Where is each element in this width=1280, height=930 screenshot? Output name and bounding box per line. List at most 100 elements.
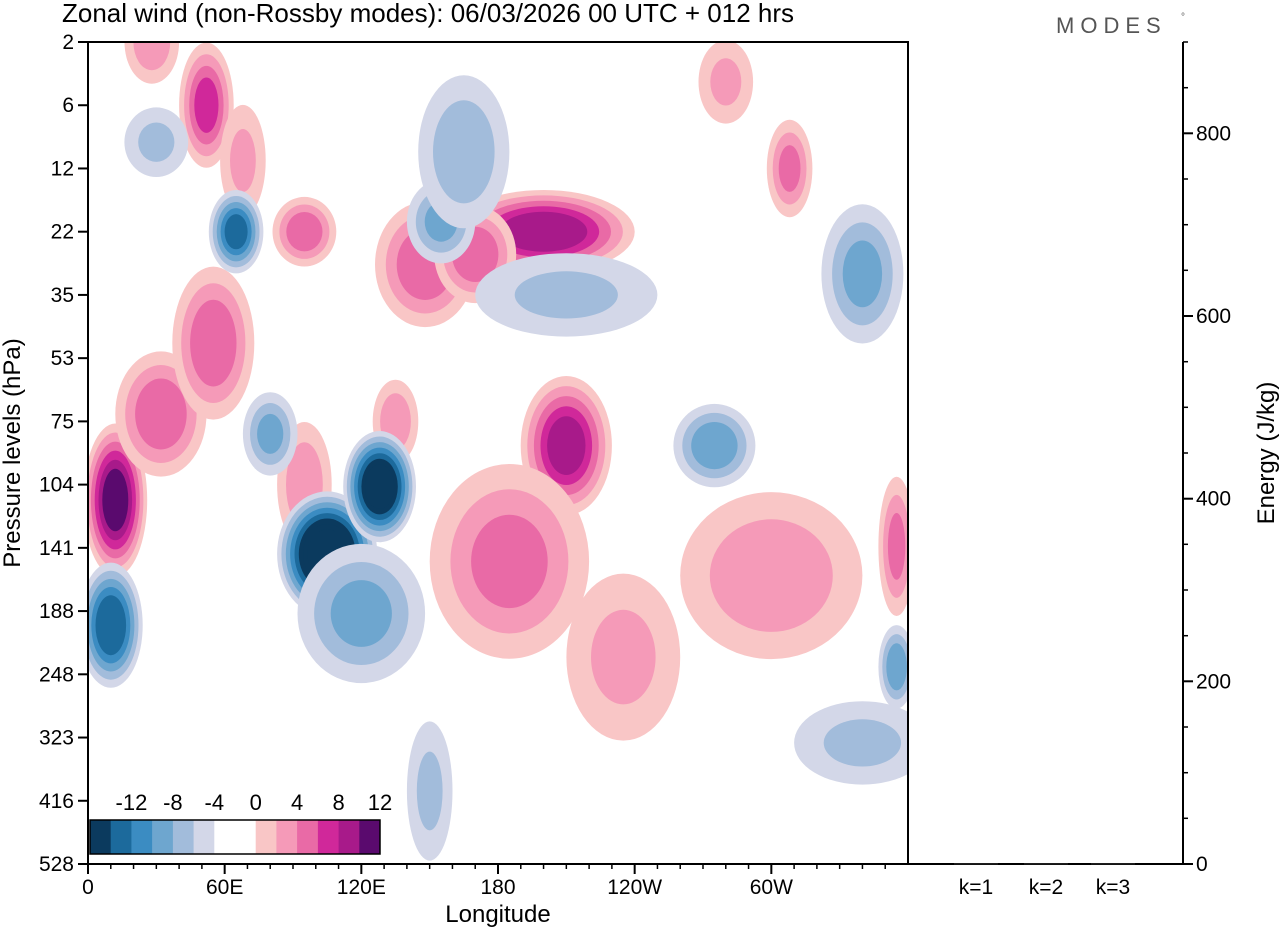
blob-210-85 (520, 376, 612, 516)
y-tick-label-416: 416 (39, 790, 74, 813)
blob-355-140-level-6 (887, 513, 906, 580)
blob-300-160-level-4 (709, 519, 833, 632)
colorbar-label-4: 4 (291, 790, 303, 815)
y-tick-label-323: 323 (39, 727, 74, 750)
blob-165-10-level-4 (433, 100, 495, 204)
energy-bars: k=1 k=2 k=3 (954, 863, 1135, 899)
blob-65-22-level-10 (224, 214, 248, 250)
colorbar-swatch-13 (359, 820, 381, 854)
energy-bar-k=2 (1024, 863, 1068, 865)
modes-logo: MODES ° (1056, 12, 1185, 38)
x-tick-label-60W: 60W (750, 876, 793, 899)
y-tick-label-141: 141 (39, 537, 74, 560)
colorbar-swatch-10 (297, 820, 319, 854)
colorbar-swatch-11 (317, 820, 339, 854)
blob-80-80 (242, 392, 298, 476)
blob-10-200 (88, 562, 143, 688)
blob-355-140 (878, 476, 908, 616)
blob-210-85-level-10 (547, 416, 586, 475)
colorbar-swatch-3 (152, 820, 174, 854)
y-tick-label-6: 6 (62, 94, 74, 117)
colorbar-label--4: -4 (205, 790, 225, 815)
colorbar-swatch-9 (276, 820, 298, 854)
blob-185-150 (429, 464, 590, 659)
blob-150-400-level-4 (416, 751, 443, 831)
colorbar-swatch-2 (131, 820, 153, 854)
blob-128-105 (343, 431, 416, 543)
modes-logo-mark: ° (1181, 12, 1185, 23)
energy-category-k=1: k=1 (959, 876, 993, 899)
blob-280-4 (698, 42, 754, 124)
blob-68-11-level-4 (230, 129, 256, 192)
colorbar-label-0: 0 (250, 790, 262, 815)
blob-30-9-level-4 (138, 122, 175, 162)
colorbar-label-8: 8 (332, 790, 344, 815)
blob-10-200-level-10 (95, 595, 127, 656)
energy-bar-k=1 (954, 863, 998, 865)
colorbar: -12 -8 -4 0 4 8 12 (84, 780, 392, 862)
blob-150-400 (406, 721, 453, 861)
energy-bar-k=3 (1091, 863, 1135, 865)
blob-55-48-level-6 (190, 299, 237, 387)
blob-165-10 (418, 75, 510, 229)
blob-0-112 (88, 423, 148, 577)
energy-tick-label-0: 0 (1196, 853, 1208, 876)
energy-tick-label-400: 400 (1196, 488, 1231, 511)
blob-32-72-level-6 (135, 378, 187, 450)
blob-280-4-level-4 (710, 58, 742, 106)
colorbar-swatch-4 (172, 820, 194, 854)
blob-300-160 (680, 492, 863, 660)
colorbar-border (89, 819, 381, 855)
blob-95-22-level-6 (286, 212, 323, 252)
blob-235-230 (566, 573, 681, 741)
blob-340-30-level-6 (842, 240, 883, 308)
pressure-axis: 2 6 12 22 35 53 75 104 141 188 248 323 416 528 (39, 31, 88, 876)
colorbar-swatch-7 (235, 820, 257, 854)
blob-120-190-level-6 (330, 580, 392, 647)
colorbar-label--12: -12 (116, 790, 148, 815)
blob-68-11 (220, 104, 266, 217)
y-tick-label-22: 22 (51, 221, 74, 244)
colorbar-swatch-12 (338, 820, 360, 854)
colorbar-swatch-1 (110, 820, 132, 854)
longitude-axis: 0 60E 120E 180 120W 60W (82, 864, 886, 899)
colorbar-swatch-8 (255, 820, 277, 854)
blob-30-9 (124, 107, 189, 177)
y-tick-label-35: 35 (51, 284, 74, 307)
blob-340-330-level-4 (823, 719, 902, 767)
y-tick-label-104: 104 (39, 474, 74, 497)
blob-275-85 (673, 403, 756, 488)
colorbar-labels: -12 -8 -4 0 4 8 12 (116, 790, 393, 815)
y-tick-label-2: 2 (62, 31, 74, 54)
y-tick-label-248: 248 (39, 663, 74, 686)
energy-category-k=3: k=3 (1096, 876, 1130, 899)
blob-80-80-level-6 (257, 413, 284, 454)
x-tick-label-120E: 120E (337, 876, 386, 899)
colorbar-swatch-6 (214, 820, 236, 854)
y-tick-label-12: 12 (51, 157, 74, 180)
chart-title: Zonal wind (non-Rossby modes): 06/03/202… (62, 0, 794, 28)
blob-210-35-level-4 (514, 271, 618, 319)
blob-185-150-level-6 (471, 514, 548, 609)
energy-tick-label-800: 800 (1196, 122, 1231, 145)
zonal-wind-heatmap (88, 42, 908, 864)
y-tick-label-188: 188 (39, 600, 74, 623)
energy-axis-label: Energy (J/kg) (1253, 382, 1280, 525)
blob-308-12-level-6 (778, 145, 801, 192)
blob-28-2 (124, 42, 180, 84)
blob-52-6 (179, 42, 234, 168)
x-tick-label-180: 180 (480, 876, 515, 899)
wind-contours (88, 42, 908, 861)
y-tick-label-53: 53 (51, 347, 74, 370)
energy-category-k=2: k=2 (1029, 876, 1063, 899)
modes-logo-text: MODES (1056, 13, 1167, 38)
energy-panel: k=1 k=2 k=3 0 200 400 600 800 Energy (J/kg) (908, 41, 1280, 899)
blob-340-330 (794, 701, 908, 785)
blob-200-22-level-10 (499, 211, 588, 252)
blob-355-240 (878, 625, 908, 709)
blob-308-12 (766, 119, 813, 218)
blob-235-230-level-4 (591, 609, 656, 705)
energy-axis: 0 200 400 600 800 (1183, 41, 1231, 876)
energy-tick-label-200: 200 (1196, 670, 1231, 693)
